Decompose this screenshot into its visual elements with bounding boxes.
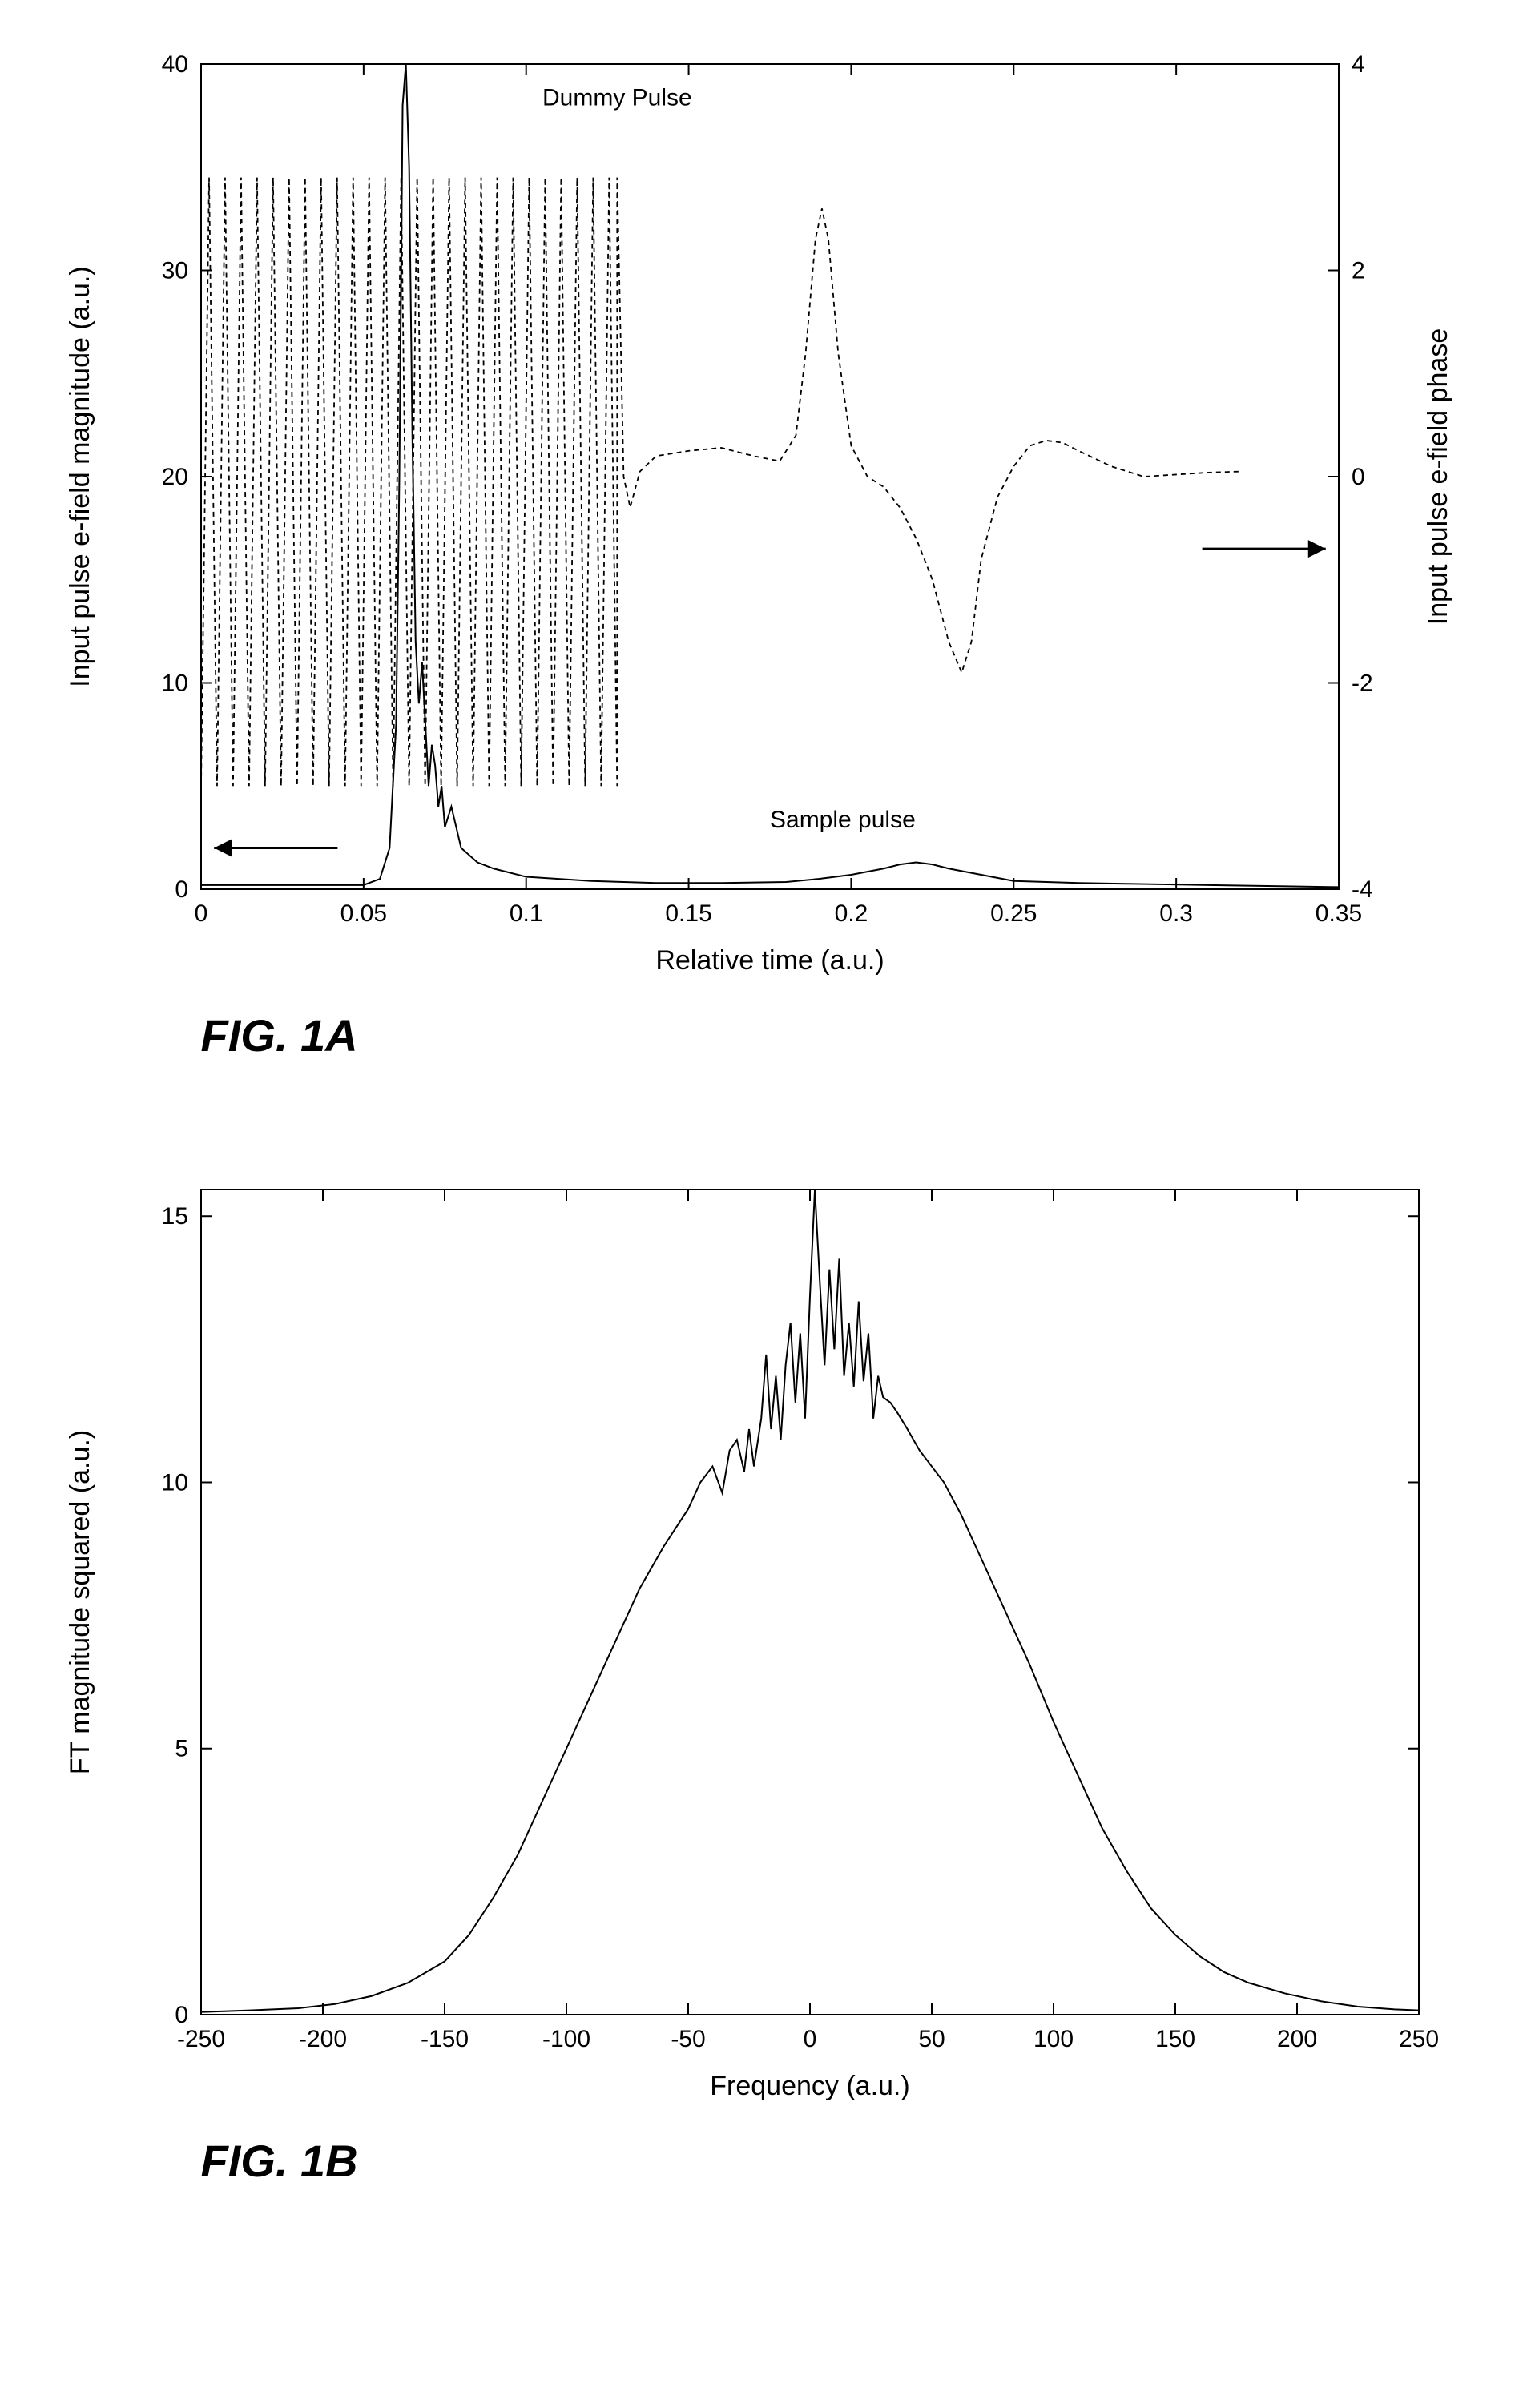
- svg-text:0: 0: [803, 2026, 816, 2052]
- chart-b: -250 -200 -150 -100 -50 0 50 100 150 200 250 0 5 10 15…: [41, 1158, 1483, 2187]
- svg-text:-100: -100: [542, 2026, 590, 2052]
- svg-text:10: 10: [161, 670, 187, 697]
- svg-text:Input pulse e-field magnitude: Input pulse e-field magnitude (a.u.): [65, 266, 95, 687]
- chart-a: 0 0.05 0.1 0.15 0.2 0.25 0.3 0.35 0 10 20 30 40 -4 -2 0…: [41, 32, 1483, 1061]
- svg-text:2: 2: [1352, 258, 1365, 284]
- svg-text:4: 4: [1352, 51, 1365, 78]
- svg-text:10: 10: [161, 1469, 187, 1496]
- fig-1b-label: FIG. 1B: [201, 2135, 1483, 2187]
- svg-text:100: 100: [1033, 2026, 1073, 2052]
- svg-text:Relative time (a.u.): Relative time (a.u.): [655, 945, 884, 976]
- svg-text:FT magnitude squared (a.u.): FT magnitude squared (a.u.): [65, 1430, 95, 1774]
- svg-text:Sample pulse: Sample pulse: [770, 807, 916, 833]
- svg-text:15: 15: [161, 1203, 187, 1230]
- svg-text:0.35: 0.35: [1315, 900, 1361, 927]
- svg-text:Input pulse e-field phase: Input pulse e-field phase: [1423, 328, 1453, 625]
- svg-text:-150: -150: [420, 2026, 468, 2052]
- svg-text:5: 5: [175, 1736, 188, 1762]
- svg-text:-50: -50: [671, 2026, 705, 2052]
- svg-text:150: 150: [1154, 2026, 1195, 2052]
- fig-1a-label: FIG. 1A: [201, 1009, 1483, 1061]
- svg-text:0: 0: [175, 876, 188, 903]
- svg-text:-4: -4: [1352, 876, 1373, 903]
- svg-text:0: 0: [175, 2002, 188, 2028]
- svg-text:-200: -200: [298, 2026, 346, 2052]
- svg-text:200: 200: [1276, 2026, 1316, 2052]
- svg-text:50: 50: [918, 2026, 945, 2052]
- chart-b-svg: -250 -200 -150 -100 -50 0 50 100 150 200 250 0 5 10 15…: [41, 1158, 1483, 2119]
- svg-text:Dummy Pulse: Dummy Pulse: [542, 85, 692, 111]
- svg-text:0.2: 0.2: [834, 900, 868, 927]
- svg-text:0: 0: [1352, 464, 1365, 490]
- svg-text:0.25: 0.25: [990, 900, 1037, 927]
- svg-text:0.05: 0.05: [340, 900, 386, 927]
- svg-text:Frequency (a.u.): Frequency (a.u.): [710, 2071, 909, 2101]
- chart-a-svg: 0 0.05 0.1 0.15 0.2 0.25 0.3 0.35 0 10 20 30 40 -4 -2 0…: [41, 32, 1483, 993]
- svg-text:20: 20: [161, 464, 187, 490]
- svg-text:0.1: 0.1: [509, 900, 542, 927]
- svg-text:250: 250: [1398, 2026, 1438, 2052]
- svg-text:-250: -250: [176, 2026, 224, 2052]
- svg-text:0.15: 0.15: [665, 900, 711, 927]
- svg-text:30: 30: [161, 258, 187, 284]
- svg-text:0.3: 0.3: [1159, 900, 1193, 927]
- svg-text:40: 40: [161, 51, 187, 78]
- svg-text:-2: -2: [1352, 670, 1373, 697]
- svg-text:0: 0: [194, 900, 207, 927]
